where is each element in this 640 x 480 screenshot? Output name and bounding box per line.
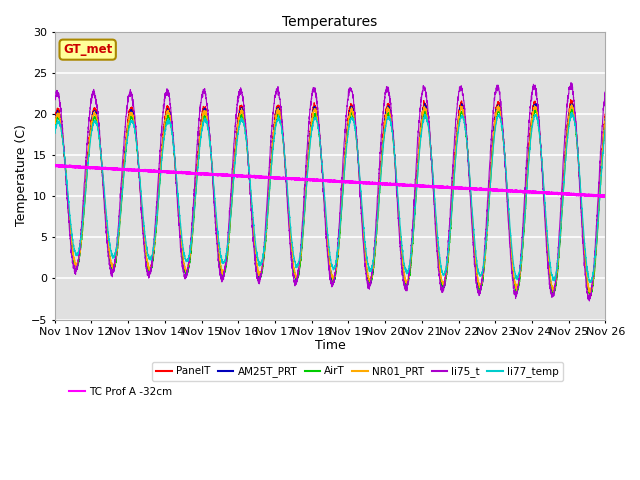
X-axis label: Time: Time [315,338,346,351]
Text: GT_met: GT_met [63,43,112,56]
Title: Temperatures: Temperatures [282,15,378,29]
Legend: TC Prof A -32cm: TC Prof A -32cm [65,383,177,401]
Y-axis label: Temperature (C): Temperature (C) [15,125,28,227]
